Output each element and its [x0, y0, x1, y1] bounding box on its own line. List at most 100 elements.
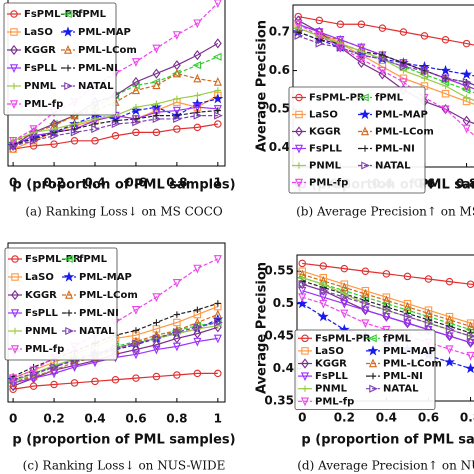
point [298, 286, 307, 296]
legend-label: FsPML-PR [24, 9, 80, 20]
y-axis-title: Average Precision [255, 20, 270, 152]
legend-label: NATAL [375, 161, 411, 172]
point [29, 369, 39, 378]
legend-marker [295, 162, 303, 169]
point [131, 58, 141, 67]
legend-label: PML-NI [383, 371, 423, 382]
point [111, 375, 120, 384]
series-line [302, 273, 474, 329]
legend-label: LaSO [25, 272, 54, 283]
point [50, 362, 60, 372]
point [131, 306, 141, 315]
legend-label: FsPLL [25, 308, 58, 319]
legend-label: PNML [24, 81, 57, 92]
point [336, 43, 345, 53]
point [421, 75, 428, 82]
point [193, 111, 203, 120]
point [111, 119, 121, 129]
point [152, 44, 161, 54]
point [319, 286, 329, 295]
series-line [302, 262, 474, 286]
point [420, 32, 429, 40]
x-tick-label: 0.8 [166, 412, 187, 426]
legend-marker [367, 334, 377, 343]
x-tick-label: 0.8 [460, 411, 474, 425]
point [399, 78, 408, 88]
point [70, 379, 79, 387]
point [172, 31, 181, 40]
series-line [302, 290, 474, 345]
legend-label: PML-fp [309, 178, 348, 189]
legend-marker [359, 108, 371, 120]
legend-marker [295, 93, 303, 102]
legend-label: PML-NI [78, 63, 118, 74]
point [50, 125, 58, 133]
point [131, 85, 141, 95]
point [378, 24, 387, 32]
point [403, 272, 412, 281]
point [294, 20, 303, 30]
legend-label: fPML [78, 9, 107, 20]
point [466, 351, 474, 361]
point [382, 295, 391, 305]
point [298, 259, 307, 268]
x-tick-label: 0.2 [334, 411, 355, 425]
point [378, 69, 387, 80]
legend-label: PML-LCom [375, 127, 434, 138]
legend-marker [301, 334, 309, 343]
point [382, 306, 392, 315]
point [214, 111, 223, 120]
point [173, 125, 181, 133]
legend-label: PML-MAP [383, 346, 436, 357]
point [214, 87, 222, 94]
point [445, 345, 454, 355]
point [315, 16, 324, 25]
point [317, 310, 329, 322]
point [192, 61, 202, 70]
legend-box [3, 2, 117, 116]
point [214, 318, 223, 327]
point [441, 74, 451, 83]
series-line [302, 296, 474, 358]
legend-label: fPML [383, 333, 412, 344]
point [91, 115, 99, 123]
point [424, 319, 434, 328]
point [315, 32, 324, 41]
point [91, 377, 99, 386]
legend-label: PML-NI [375, 144, 415, 155]
y-tick-label: 0.5 [269, 102, 290, 116]
legend-label: PML-fp [25, 344, 64, 355]
point [298, 293, 307, 303]
point [193, 19, 202, 29]
y-tick-label: 0.55 [264, 264, 294, 278]
legend-marker [300, 397, 310, 407]
point [213, 255, 222, 264]
point [152, 345, 161, 355]
point [152, 293, 161, 303]
point [173, 371, 181, 379]
point [361, 306, 370, 316]
point [357, 51, 367, 60]
point [132, 327, 140, 334]
x-axis-title: p (proportion of PML samples) [12, 178, 235, 193]
point [193, 264, 202, 274]
legend-label: LaSO [309, 110, 338, 121]
point [298, 279, 307, 290]
point [319, 262, 328, 270]
point [173, 311, 181, 318]
legend-label: PML-LCom [78, 45, 137, 56]
point [442, 82, 449, 90]
point [193, 369, 202, 378]
legend-label: FsPML-PR [309, 93, 365, 104]
point [152, 128, 161, 137]
point [445, 332, 454, 342]
legend-label: PML-MAP [79, 272, 132, 283]
point [357, 55, 366, 65]
legend-label: NATAL [79, 326, 115, 337]
point [462, 124, 471, 134]
point [50, 380, 58, 389]
point [173, 95, 181, 102]
point [91, 124, 101, 134]
legend-marker [62, 9, 72, 19]
point [319, 273, 328, 282]
